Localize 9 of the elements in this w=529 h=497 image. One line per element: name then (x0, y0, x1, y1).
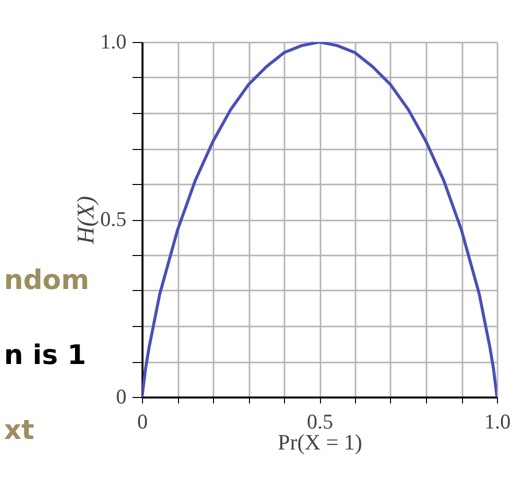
y-axis-title: H(X) (73, 196, 100, 245)
text: xt (4, 415, 34, 446)
x-tick-label: 0 (137, 410, 148, 434)
y-tick-label: 0.5 (100, 207, 126, 231)
text: n is 1 (4, 340, 86, 371)
y-tick-label: 0 (116, 384, 126, 408)
text: ndom (4, 265, 90, 296)
x-tick-label: 1.0 (484, 410, 511, 434)
y-tick-label: 1.0 (100, 30, 126, 54)
